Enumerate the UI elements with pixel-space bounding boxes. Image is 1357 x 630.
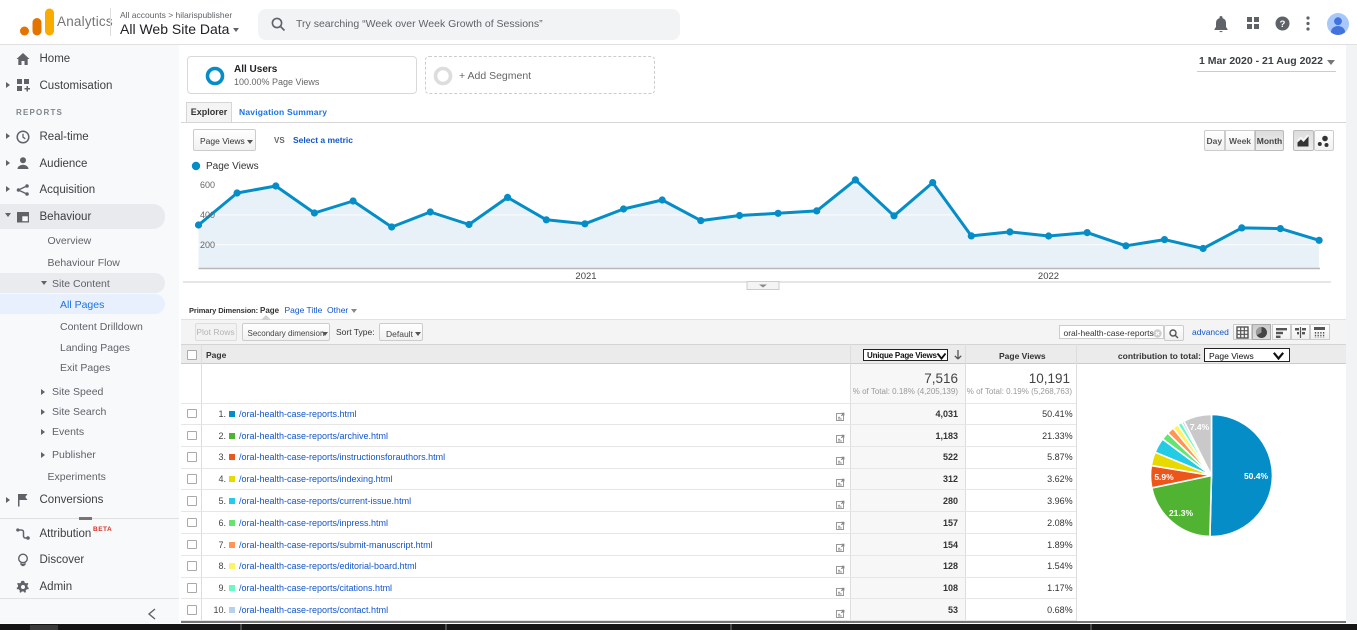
svg-text:21.3%: 21.3% bbox=[1169, 508, 1194, 518]
svg-text:2022: 2022 bbox=[1038, 271, 1059, 282]
svg-text:5.9%: 5.9% bbox=[1154, 472, 1174, 482]
svg-text:?: ? bbox=[1280, 19, 1286, 30]
svg-text:400: 400 bbox=[200, 210, 215, 220]
svg-text:600: 600 bbox=[200, 180, 215, 190]
svg-text:200: 200 bbox=[200, 240, 215, 250]
svg-text:2021: 2021 bbox=[575, 271, 596, 282]
svg-text:7.4%: 7.4% bbox=[1190, 422, 1210, 432]
svg-text:50.4%: 50.4% bbox=[1244, 471, 1269, 481]
